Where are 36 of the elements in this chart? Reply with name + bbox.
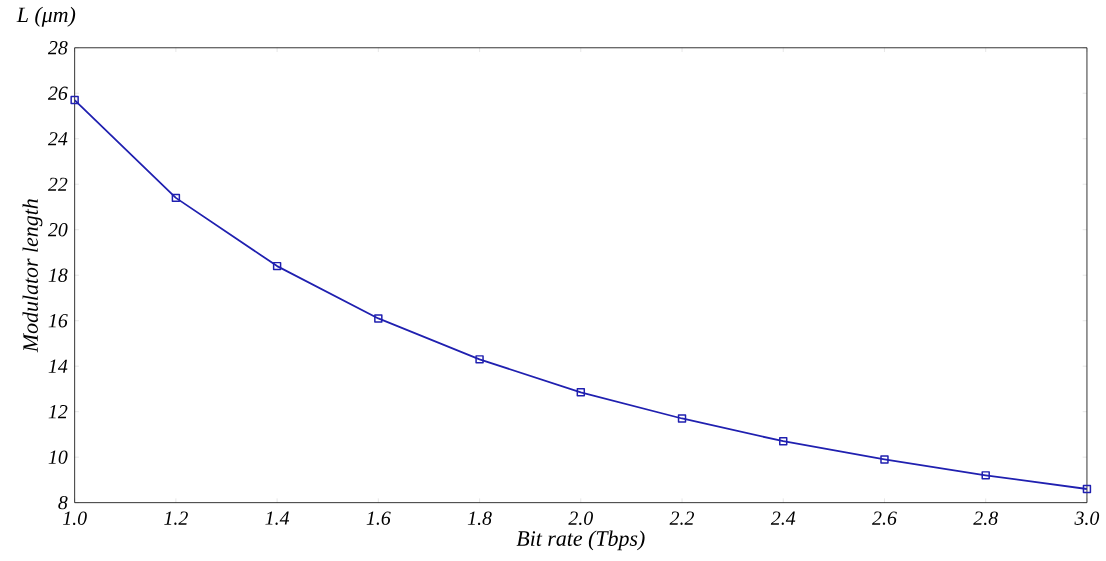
y-tick-label: 18 <box>48 268 68 282</box>
y-tick-label: 28 <box>47 40 68 55</box>
point <box>475 354 484 364</box>
x-tick-label: 2.2 <box>669 511 695 525</box>
y-tick-label: 24 <box>47 131 68 146</box>
x-tick-label: 2.8 <box>973 511 998 525</box>
text: L (μm) <box>16 6 76 27</box>
point <box>70 95 79 105</box>
point <box>779 436 788 446</box>
point <box>576 387 586 397</box>
x-tick-label: 2.4 <box>770 511 796 525</box>
x-tick-label: 3.0 <box>1074 511 1100 525</box>
y-tick-label: 10 <box>48 450 68 464</box>
point <box>1082 484 1092 494</box>
point <box>272 261 282 271</box>
point <box>374 314 383 323</box>
y-tick-label: 8 <box>58 495 68 510</box>
x-tick-label: 1.6 <box>366 511 391 525</box>
point <box>171 193 181 202</box>
point <box>677 414 687 423</box>
x-tick-label: 1.4 <box>265 511 290 525</box>
x-axis-title: Bit rate (Tbps) <box>516 530 645 551</box>
y-tick-label: 12 <box>48 404 68 419</box>
x-tick-label: 1.2 <box>164 511 188 525</box>
point <box>880 455 889 464</box>
x-tick-label: 2.0 <box>568 511 593 525</box>
point <box>981 470 990 480</box>
x-tick-label: 1.8 <box>467 511 492 525</box>
y-axis-title: Modulator length <box>22 199 43 353</box>
y-tick-label: 14 <box>48 359 68 373</box>
y-tick-label: 16 <box>48 313 68 328</box>
x-tick-label: 2.6 <box>872 511 897 525</box>
y-tick-label: 26 <box>47 86 68 100</box>
y-tick-label: 22 <box>47 177 68 191</box>
x-tick-label: 1.0 <box>62 511 87 525</box>
y-tick-label: 20 <box>47 222 68 237</box>
